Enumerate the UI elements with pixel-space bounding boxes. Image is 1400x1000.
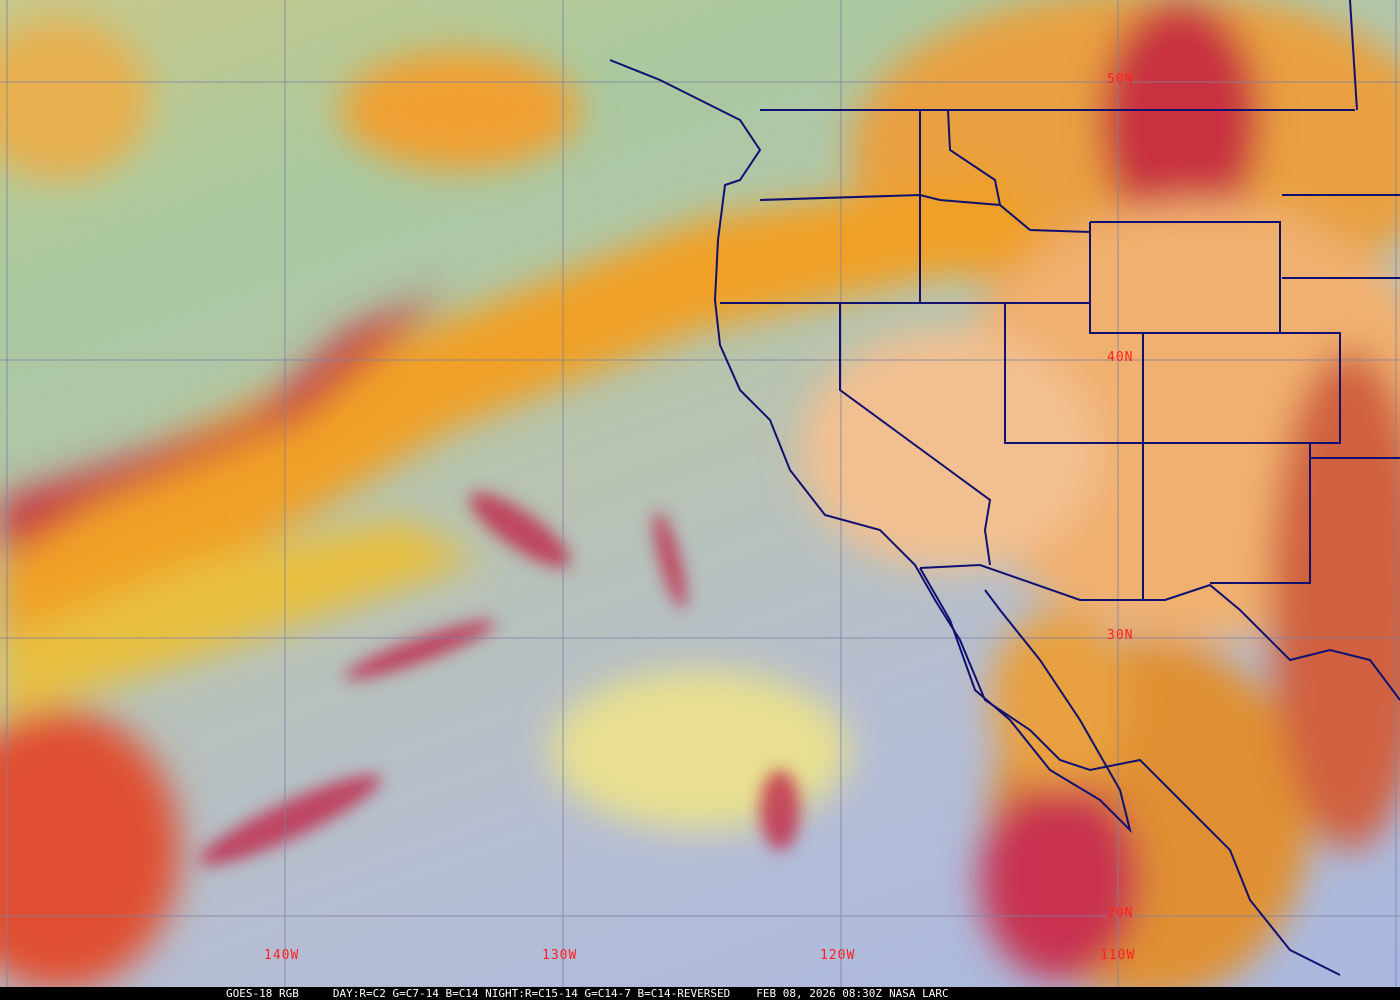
latitude-label: 20N bbox=[1107, 906, 1134, 921]
longitude-label: 130W bbox=[542, 948, 578, 963]
timestamp: FEB 08, 2026 08:30Z bbox=[756, 987, 883, 1000]
image-caption: GOES-18 RGB DAY:R=C2 G=C7-14 B=C14 NIGHT:… bbox=[0, 987, 1400, 1000]
rgb-recipe: DAY:R=C2 G=C7-14 B=C14 NIGHT:R=C15-14 G=… bbox=[332, 987, 731, 1000]
product-name: GOES-18 RGB bbox=[226, 987, 299, 1000]
latitude-label: 50N bbox=[1107, 72, 1134, 87]
latitude-label: 30N bbox=[1107, 628, 1134, 643]
longitude-label: 140W bbox=[264, 948, 300, 963]
longitude-label: 110W bbox=[1100, 948, 1136, 963]
credit: NASA LARC bbox=[889, 987, 949, 1000]
latitude-label: 40N bbox=[1107, 350, 1134, 365]
longitude-label: 120W bbox=[820, 948, 856, 963]
